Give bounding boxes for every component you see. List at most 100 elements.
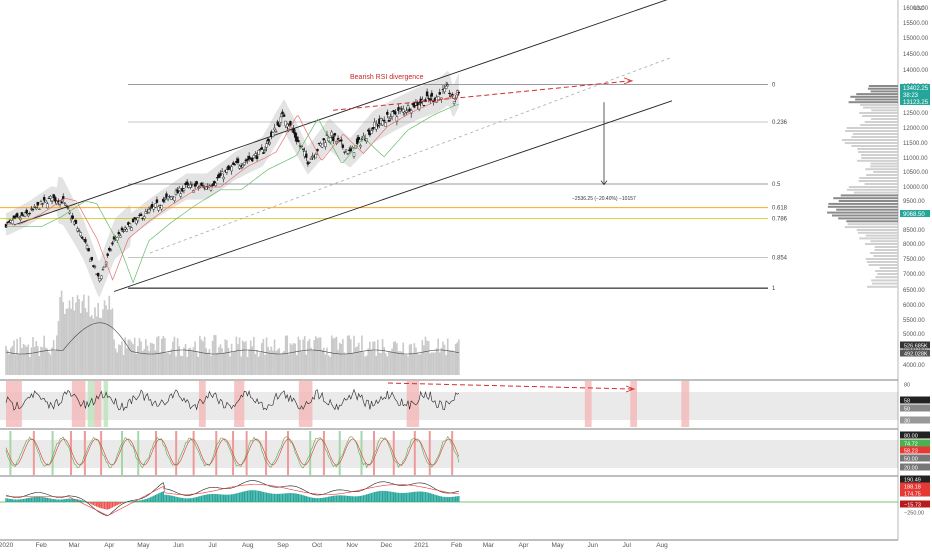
macd-histogram-bar — [148, 498, 149, 502]
candle-body — [32, 209, 34, 210]
pane-tick-label: 492.028K — [904, 352, 928, 358]
macd-histogram-bar — [248, 490, 249, 502]
macd-histogram-bar — [63, 499, 64, 502]
volume-bar — [382, 339, 384, 375]
macd-histogram-bar — [418, 491, 419, 502]
volume-bar — [442, 342, 444, 375]
volume-profile-bar — [859, 180, 898, 182]
volume-bar — [278, 348, 280, 375]
x-tick-label: Aug — [242, 542, 254, 549]
volume-bar — [425, 337, 427, 375]
volume-bar — [264, 355, 266, 375]
macd-histogram-bar — [5, 498, 6, 502]
volume-bar — [88, 296, 90, 375]
volume-bar — [107, 310, 109, 375]
volume-bar — [250, 340, 252, 375]
macd-histogram-bar — [131, 501, 132, 502]
macd-histogram-bar — [376, 492, 377, 502]
volume-profile-bar — [838, 217, 898, 219]
macd-histogram-bar — [140, 500, 141, 502]
volume-bar — [132, 344, 134, 375]
macd-histogram-bar — [29, 498, 30, 502]
macd-histogram-bar — [404, 493, 405, 502]
candle-body — [262, 152, 264, 153]
macd-histogram-bar — [20, 499, 21, 502]
price-tick-label: 7500.00 — [903, 257, 925, 263]
volume-bar — [431, 352, 433, 375]
volume-profile-bar — [871, 90, 898, 92]
candle-body — [367, 130, 369, 131]
volume-bar — [334, 338, 336, 375]
candle-body — [458, 92, 460, 93]
rsi-overbought-zone — [681, 381, 689, 427]
macd-histogram-bar — [455, 496, 456, 502]
candle-body — [223, 177, 225, 179]
macd-histogram-bar — [369, 493, 370, 502]
volume-bar — [5, 346, 7, 375]
volume-bar — [150, 343, 152, 375]
candle-body — [310, 158, 312, 160]
macd-histogram-bar — [172, 496, 173, 502]
macd-histogram-bar — [247, 491, 248, 502]
candle-body — [444, 88, 446, 91]
volume-bar — [348, 335, 350, 375]
macd-histogram-bar — [379, 491, 380, 502]
candle-body — [305, 154, 307, 158]
volume-bar — [286, 335, 288, 375]
volume-profile-bar — [850, 96, 898, 98]
pane-tick-label: 58.23 — [904, 449, 918, 455]
x-tick-label: Jul — [623, 542, 632, 549]
volume-bar — [110, 310, 112, 375]
macd-histogram-bar — [45, 498, 46, 502]
candle-body — [91, 257, 93, 260]
volume-bar — [151, 343, 153, 375]
volume-profile-bar — [873, 171, 898, 173]
volume-bar — [247, 357, 249, 375]
volume-bar — [266, 337, 268, 375]
candle-body — [343, 152, 345, 153]
volume-bar — [153, 344, 155, 375]
volume-bar — [142, 351, 144, 375]
macd-histogram-bar — [395, 492, 396, 502]
macd-histogram-bar — [188, 498, 189, 502]
volume-bar — [123, 355, 125, 375]
candle-body — [353, 152, 355, 156]
macd-histogram-bar — [288, 493, 289, 502]
candle-body — [440, 98, 442, 99]
pane-tick-label: 20.00 — [904, 466, 918, 472]
macd-histogram-bar — [53, 499, 54, 502]
volume-profile-bar — [865, 243, 898, 245]
macd-histogram-bar — [48, 498, 49, 502]
macd-histogram-bar — [39, 497, 40, 502]
macd-histogram-bar — [61, 499, 62, 502]
volume-bar — [410, 344, 412, 375]
price-tick-label: 10500.00 — [903, 170, 929, 176]
macd-histogram-bar — [336, 495, 337, 502]
volume-bar — [158, 336, 160, 375]
macd-histogram-bar — [82, 500, 83, 502]
volume-bar — [331, 335, 333, 375]
volume-bar — [380, 353, 382, 375]
pane-tick-label: 80.00 — [904, 434, 918, 440]
macd-histogram-bar — [282, 494, 283, 502]
macd-histogram-bar — [320, 498, 321, 502]
volume-bar — [361, 336, 363, 375]
candle-body — [118, 232, 120, 234]
macd-histogram-bar — [260, 491, 261, 502]
candle-body — [345, 150, 347, 151]
volume-bar — [202, 341, 204, 375]
candle-body — [134, 218, 136, 220]
candle-body — [359, 145, 361, 146]
macd-histogram-bar — [331, 496, 332, 502]
volume-profile-bar — [842, 139, 898, 141]
volume-bar — [291, 345, 293, 375]
macd-histogram-bar — [428, 493, 429, 502]
macd-histogram-bar — [420, 492, 421, 502]
macd-histogram-bar — [137, 501, 138, 502]
macd-histogram-bar — [109, 502, 110, 509]
volume-bar — [147, 346, 149, 375]
volume-bar — [417, 353, 419, 375]
volume-profile-bar — [871, 279, 898, 281]
macd-histogram-bar — [191, 498, 192, 502]
volume-bar — [183, 348, 185, 375]
